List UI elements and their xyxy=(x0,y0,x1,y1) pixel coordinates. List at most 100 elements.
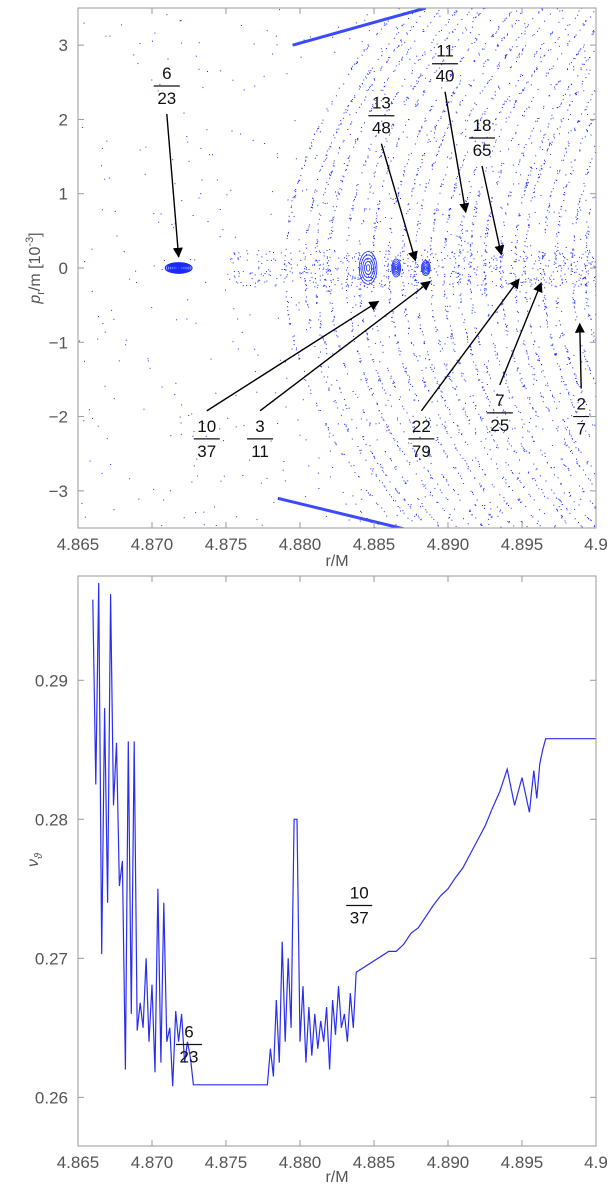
scatter-point xyxy=(548,211,550,213)
scatter-point xyxy=(553,504,555,506)
scatter-point xyxy=(538,176,540,178)
scatter-point xyxy=(341,287,343,289)
scatter-point xyxy=(570,451,571,452)
scatter-point xyxy=(334,284,336,286)
scatter-point xyxy=(551,467,552,469)
scatter-point xyxy=(587,298,589,300)
scatter-point xyxy=(263,75,265,77)
scatter-point xyxy=(430,282,432,284)
scatter-point xyxy=(516,300,518,301)
scatter-point xyxy=(354,256,355,258)
scatter-point xyxy=(157,90,159,92)
scatter-point xyxy=(447,337,449,338)
scatter-point xyxy=(329,220,331,222)
scatter-point xyxy=(552,117,554,119)
scatter-point xyxy=(467,335,468,337)
scatter-point xyxy=(515,259,517,261)
scatter-point xyxy=(517,368,518,370)
scatter-point xyxy=(330,237,332,239)
scatter-point xyxy=(551,281,552,283)
scatter-point xyxy=(316,295,318,297)
scatter-point xyxy=(577,75,579,77)
scatter-point xyxy=(568,86,570,88)
scatter-point xyxy=(337,423,339,425)
scatter-point xyxy=(404,171,406,173)
scatter-point xyxy=(535,120,537,122)
scatter-point xyxy=(397,341,398,343)
scatter-point xyxy=(390,247,391,249)
scatter-point xyxy=(405,482,407,484)
scatter-point xyxy=(539,525,541,527)
scatter-point xyxy=(538,346,540,348)
scatter-point xyxy=(367,198,369,200)
scatter-point xyxy=(534,211,536,213)
scatter-point xyxy=(578,50,580,52)
scatter-point xyxy=(492,35,493,37)
scatter-point xyxy=(393,202,395,204)
scatter-point xyxy=(461,313,463,315)
scatter-point xyxy=(505,479,507,481)
scatter-point xyxy=(484,447,486,449)
scatter-point xyxy=(501,512,503,514)
scatter-point xyxy=(461,19,463,20)
scatter-point xyxy=(502,242,504,244)
scatter-point xyxy=(333,216,335,218)
scatter-point xyxy=(554,137,556,139)
island-ring xyxy=(168,263,189,273)
scatter-point xyxy=(277,423,279,424)
scatter-point xyxy=(519,159,521,161)
scatter-point xyxy=(461,240,462,242)
scatter-point xyxy=(512,473,514,475)
scatter-point xyxy=(586,221,588,223)
scatter-point xyxy=(417,221,419,222)
scatter-point xyxy=(320,324,322,326)
scatter-point xyxy=(367,386,369,388)
scatter-point xyxy=(548,72,549,74)
scatter-point xyxy=(318,409,320,411)
scatter-point xyxy=(500,285,501,287)
scatter-point xyxy=(200,147,202,149)
scatter-point xyxy=(594,525,595,527)
scatter-point xyxy=(443,109,445,111)
scatter-point xyxy=(422,377,424,379)
scatter-point xyxy=(370,185,372,187)
scatter-point xyxy=(436,437,438,439)
scatter-point xyxy=(385,315,387,317)
scatter-point xyxy=(517,312,519,313)
scatter-point xyxy=(429,262,431,263)
scatter-point xyxy=(421,208,423,209)
scatter-point xyxy=(298,358,300,360)
scatter-point xyxy=(557,302,559,303)
scatter-point xyxy=(417,168,419,169)
scatter-point xyxy=(342,453,344,455)
scatter-point xyxy=(436,208,438,210)
scatter-point xyxy=(581,390,583,392)
scatter-point xyxy=(349,114,351,116)
scatter-point xyxy=(485,288,487,289)
scatter-point xyxy=(584,57,586,59)
scatter-point xyxy=(526,526,528,528)
scatter-point xyxy=(285,406,287,408)
scatter-point xyxy=(569,434,571,436)
scatter-point xyxy=(593,31,595,33)
scatter-point xyxy=(237,258,239,260)
scatter-point xyxy=(408,378,410,380)
scatter-point xyxy=(436,13,438,15)
scatter-point xyxy=(542,277,544,279)
scatter-point xyxy=(347,430,349,432)
scatter-point xyxy=(457,275,459,277)
scatter-point xyxy=(430,455,432,457)
scatter-point xyxy=(319,275,321,277)
scatter-point xyxy=(419,76,420,78)
scatter-point xyxy=(517,477,519,479)
scatter-point xyxy=(233,275,235,277)
scatter-point xyxy=(370,143,372,145)
scatter-point xyxy=(344,366,346,368)
scatter-point xyxy=(430,248,432,250)
scatter-point xyxy=(548,123,550,125)
scatter-point xyxy=(366,333,368,335)
scatter-point xyxy=(418,313,420,315)
scatter-point xyxy=(556,233,557,235)
scatter-point xyxy=(400,510,401,512)
scatter-point xyxy=(504,212,506,214)
